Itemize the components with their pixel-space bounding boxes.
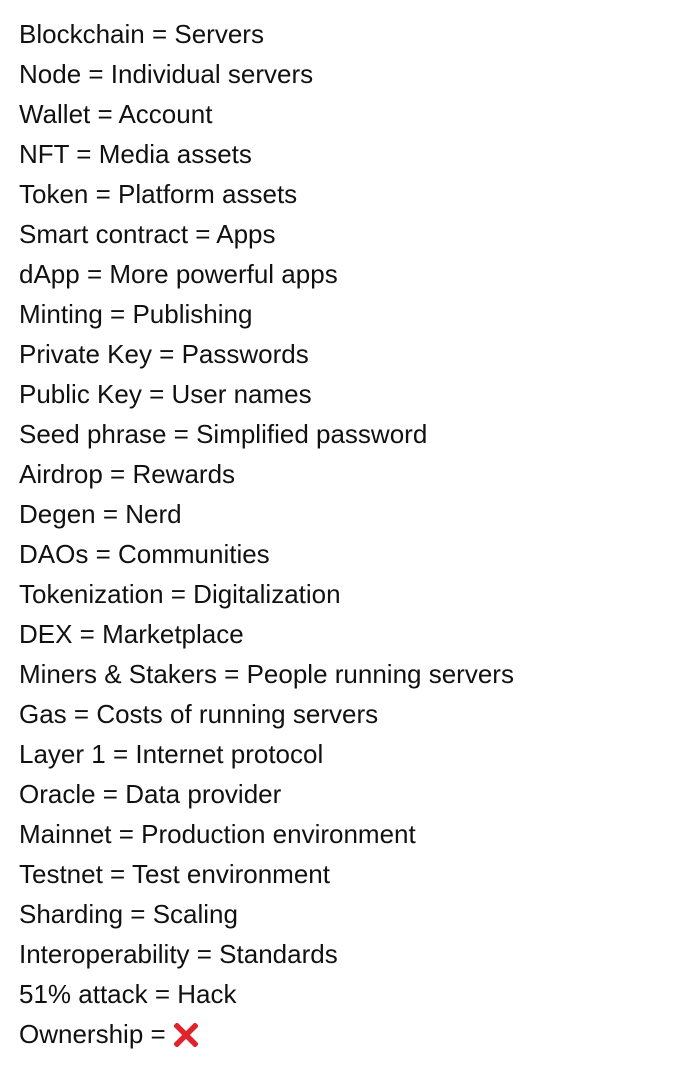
list-item-ownership: Ownership = bbox=[19, 1014, 514, 1054]
list-item: 51% attack = Hack bbox=[19, 979, 237, 1009]
list-item: Seed phrase = Simplified password bbox=[19, 419, 428, 449]
list-item: DEX = Marketplace bbox=[19, 619, 244, 649]
list-item: Tokenization = Digitalization bbox=[19, 579, 341, 609]
list-item: NFT = Media assets bbox=[19, 139, 252, 169]
list-item: Interoperability = Standards bbox=[19, 939, 338, 969]
list-item: Minting = Publishing bbox=[19, 299, 253, 329]
list-item: Mainnet = Production environment bbox=[19, 819, 416, 849]
list-item: Private Key = Passwords bbox=[19, 339, 309, 369]
list-item: Wallet = Account bbox=[19, 99, 213, 129]
list-item: Oracle = Data provider bbox=[19, 779, 282, 809]
list-item: Layer 1 = Internet protocol bbox=[19, 739, 324, 769]
list-item: Blockchain = Servers bbox=[19, 19, 264, 49]
list-item: Node = Individual servers bbox=[19, 59, 314, 89]
glossary-list: Blockchain = Servers Node = Individual s… bbox=[19, 14, 514, 1054]
list-item: Smart contract = Apps bbox=[19, 219, 276, 249]
list-item: Token = Platform assets bbox=[19, 179, 298, 209]
list-item: Miners & Stakers = People running server… bbox=[19, 659, 514, 689]
list-item: dApp = More powerful apps bbox=[19, 259, 338, 289]
list-item: Airdrop = Rewards bbox=[19, 459, 236, 489]
ownership-label: Ownership = bbox=[19, 1019, 166, 1049]
cross-mark-icon bbox=[173, 1023, 198, 1047]
list-item: Sharding = Scaling bbox=[19, 899, 238, 929]
list-item: Gas = Costs of running servers bbox=[19, 699, 379, 729]
list-item: Testnet = Test environment bbox=[19, 859, 330, 889]
list-item: Public Key = User names bbox=[19, 379, 312, 409]
list-item: Degen = Nerd bbox=[19, 499, 182, 529]
list-item: DAOs = Communities bbox=[19, 539, 270, 569]
